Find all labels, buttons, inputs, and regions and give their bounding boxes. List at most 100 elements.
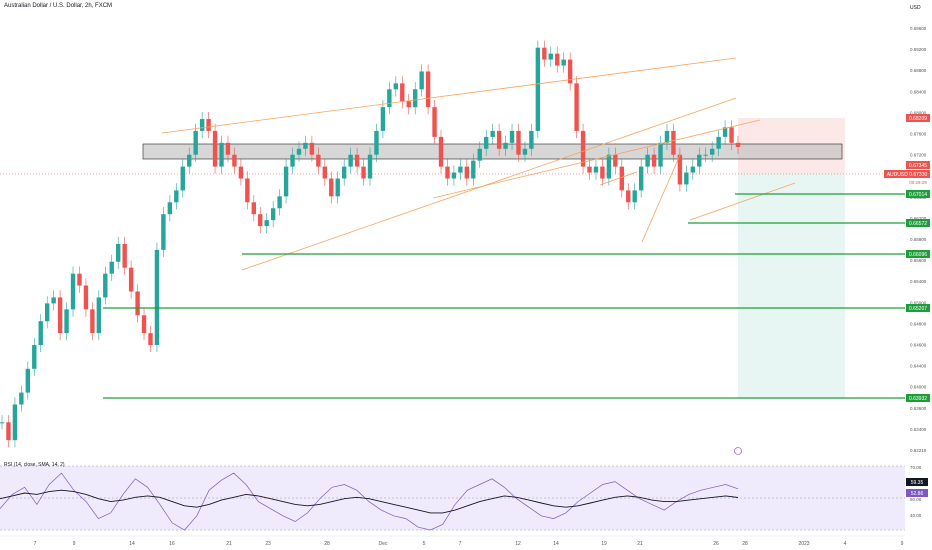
candle [128,267,134,292]
candle [729,127,734,143]
candle [406,101,411,108]
candle [587,166,592,173]
rsi-value-slow-tag [906,489,928,497]
price-axis-tick: 0.63600 [910,406,927,411]
candle [251,202,256,215]
time-axis-tick: 28 [324,541,330,547]
candle [697,154,702,167]
time-axis-tick: 4 [844,541,847,547]
candle [542,47,547,60]
time-axis-tick: 16 [169,541,175,547]
candle [109,261,114,274]
candle [193,130,198,155]
candle [567,59,573,84]
level-tag-4-text: 0.65207 [909,306,927,312]
candle [258,214,263,227]
countdown-text: 00:29:29 [909,180,927,185]
target-tag-text: 0.68209 [909,116,927,122]
candle [664,130,670,143]
trend-line-mid[interactable] [241,97,737,271]
candle [329,178,334,197]
candle [419,71,424,90]
candle [432,107,437,137]
candle [25,368,31,393]
candle [148,333,153,346]
trend-line-small[interactable] [641,154,681,243]
rsi-value-fast: 59.35 [911,480,924,486]
candle [32,345,37,369]
candle [445,166,450,179]
trend-line-inner[interactable] [432,119,761,199]
candle [509,130,515,143]
rsi-tick-70: 70.00 [910,465,922,470]
candle [238,166,244,179]
trend-line-upper[interactable] [161,57,737,134]
price-axis-tick: 0.63400 [910,427,927,432]
candle [412,89,418,108]
level-tag-5-text: 0.63932 [909,396,927,402]
support-levels [103,193,905,399]
price-axis-tick: 0.68800 [910,68,927,73]
price-axis-tick: 0.68400 [910,89,927,94]
time-axis-tick: 5 [423,541,426,547]
candle [187,154,192,167]
candle [658,142,663,167]
candle [367,154,373,179]
candle [400,83,405,102]
rsi-value-fast-tag [906,478,928,486]
level-tag-1-text: 0.67014 [909,192,927,198]
candle [212,130,218,167]
candle [270,208,276,221]
price-axis-tick: 0.67200 [910,153,927,158]
candles-group [0,40,741,448]
candle [57,297,63,334]
price-tags: 0.68209 0.67345 AUDUSD 0.67330 00:29:29 … [884,114,930,402]
price-tag-current-text: AUDUSD 0.67330 [887,172,928,178]
level-tag-2 [906,219,930,227]
candle [574,83,579,131]
event-marker-icon[interactable] [734,447,742,455]
candle [141,315,147,334]
candle [122,243,127,268]
level-tag-3-text: 0.66096 [909,252,927,258]
rsi-value-slow: 52.86 [911,491,924,497]
candle [580,130,586,167]
candle [51,297,56,304]
candle [690,166,696,173]
price-axis-tick: 0.62210 [910,448,927,453]
candle [277,196,282,209]
candle [70,273,76,310]
candle [438,136,444,167]
take-profit-zone [738,174,845,398]
candle [638,166,644,191]
candle [529,130,534,149]
candle [709,148,715,155]
candle [555,53,560,66]
candle [174,190,179,203]
candle [0,422,5,424]
candle [516,130,521,155]
candle [96,297,102,334]
price-axis-tick: 0.65000 [910,300,927,305]
price-axis-tick: 0.65400 [910,279,927,284]
time-axis[interactable]: 7 9 14 16 21 23 28 Dec 5 7 12 14 19 21 26 28 2023 4 9 [34,541,904,547]
candle [703,154,708,156]
rsi-tick-50: 50.00 [910,497,922,502]
chart-title: Australian Dollar / U.S. Dollar, 2h, FXC… [4,3,113,9]
candle [561,59,566,66]
candle [12,404,18,441]
time-axis-tick: 21 [226,541,232,547]
time-axis-tick: Dec [379,541,388,547]
candle [722,127,728,137]
price-axis-tick: 0.64600 [910,343,927,348]
candle [180,166,185,191]
candle [684,172,689,185]
time-axis-tick: 7 [34,541,37,547]
rsi-fast-line [0,472,739,531]
trend-line-channel[interactable] [689,182,796,221]
target-tag [906,114,930,122]
price-axis[interactable]: 0.69600 0.69200 0.68800 0.68400 0.68000 0.676… [910,26,927,453]
candle [296,148,302,155]
candle [290,154,295,167]
